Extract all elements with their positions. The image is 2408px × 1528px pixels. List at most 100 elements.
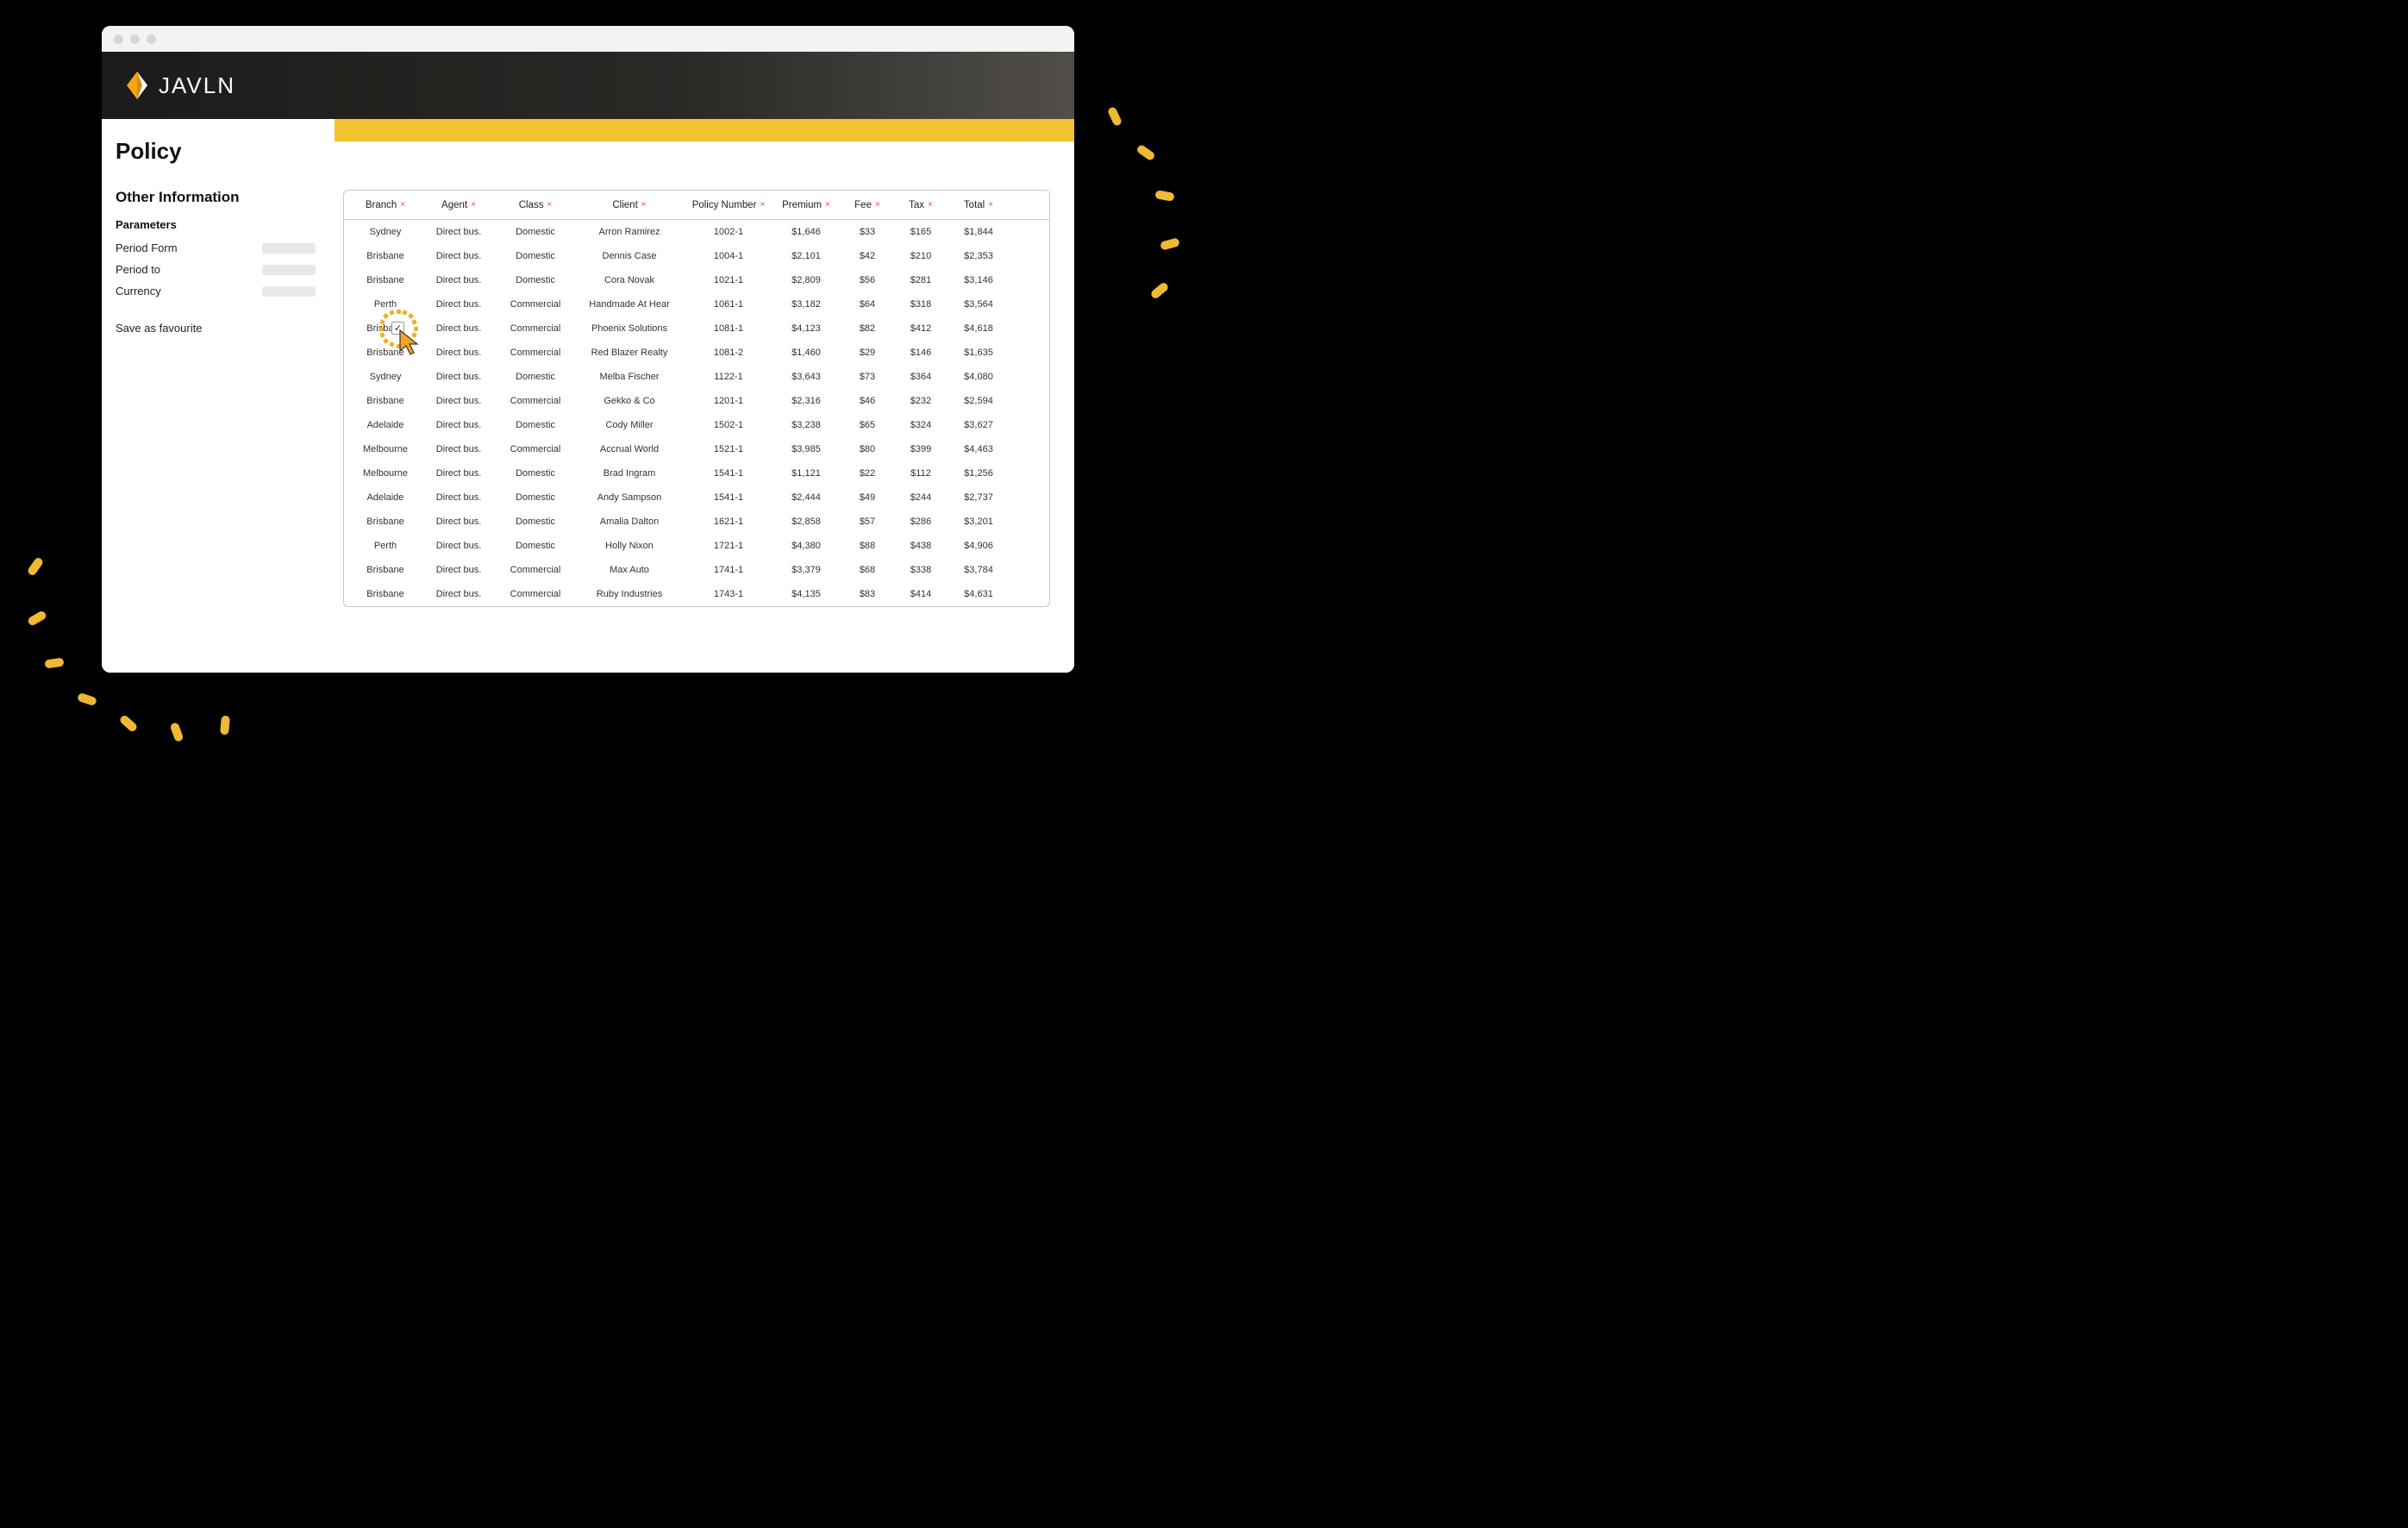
table-row[interactable]: AdelaideDirect bus.DomesticAndy Sampson1…: [344, 485, 1049, 510]
table-cell: Commercial: [497, 589, 573, 599]
table-cell: $281: [894, 275, 948, 285]
column-header[interactable]: Agent ×: [420, 200, 497, 210]
table-cell: Commercial: [497, 299, 573, 310]
table-cell: Brisbane: [351, 565, 420, 575]
column-header[interactable]: Branch×: [351, 200, 420, 210]
column-label: Client: [612, 200, 637, 210]
table-row[interactable]: BrisbaneDirect bus.DomesticDennis Case10…: [344, 244, 1049, 268]
table-cell: Domestic: [497, 492, 573, 503]
column-remove-icon[interactable]: ×: [988, 200, 993, 210]
column-label: Agent: [441, 200, 467, 210]
column-header[interactable]: Total×: [948, 200, 1010, 210]
app-header: JAVLN: [102, 52, 1074, 119]
column-label: Branch: [366, 200, 397, 210]
table-cell: 1621-1: [685, 517, 772, 527]
column-header[interactable]: Client ×: [573, 200, 685, 210]
table-cell: Perth: [351, 299, 420, 310]
table-cell: Perth: [351, 541, 420, 551]
table-row[interactable]: BrisbaneDirect bus.CommercialPhoenix Sol…: [344, 316, 1049, 341]
table-cell: $88: [841, 541, 894, 551]
table-row[interactable]: BrisbaneDirect bus.CommercialMax Auto174…: [344, 558, 1049, 582]
table-row[interactable]: BrisbaneDirect bus.CommercialGekko & Co1…: [344, 389, 1049, 413]
table-cell: Domestic: [497, 468, 573, 479]
traffic-light-close[interactable]: [114, 34, 123, 44]
table-cell: Domestic: [497, 275, 573, 285]
table-cell: Ruby Industries: [573, 589, 685, 599]
param-input[interactable]: [262, 286, 316, 297]
param-input[interactable]: [262, 265, 316, 275]
table-cell: Direct bus.: [420, 541, 497, 551]
table-cell: $2,809: [772, 275, 841, 285]
column-remove-icon[interactable]: ×: [471, 200, 476, 210]
table-cell: $3,182: [772, 299, 841, 310]
table-cell: 1021-1: [685, 275, 772, 285]
table-cell: $4,380: [772, 541, 841, 551]
table-row[interactable]: SydneyDirect bus.DomesticArron Ramirez10…: [344, 220, 1049, 244]
param-input[interactable]: [262, 243, 316, 254]
table-cell: Domestic: [497, 420, 573, 430]
table-cell: Direct bus.: [420, 589, 497, 599]
cursor-icon: [398, 329, 422, 356]
table-cell: Handmade At Hear: [573, 299, 685, 310]
sidebar: Policy Other Information Parameters Peri…: [102, 119, 335, 673]
traffic-light-min[interactable]: [130, 34, 140, 44]
table-cell: $3,564: [948, 299, 1010, 310]
table-cell: $83: [841, 589, 894, 599]
table-cell: 1741-1: [685, 565, 772, 575]
table-row[interactable]: SydneyDirect bus.DomesticMelba Fischer11…: [344, 365, 1049, 389]
column-remove-icon[interactable]: ×: [641, 200, 647, 210]
table-cell: Holly Nixon: [573, 541, 685, 551]
table-cell: $286: [894, 517, 948, 527]
app-window: JAVLN Policy Other Information Parameter…: [102, 26, 1074, 673]
table-cell: Direct bus.: [420, 227, 497, 237]
column-header[interactable]: Policy Number×: [685, 200, 772, 210]
table-cell: $338: [894, 565, 948, 575]
column-label: Premium: [782, 200, 822, 210]
table-row[interactable]: BrisbaneDirect bus.CommercialRed Blazer …: [344, 341, 1049, 365]
table-cell: $80: [841, 444, 894, 454]
table-cell: $438: [894, 541, 948, 551]
policy-table: Branch×Agent×Class×Client×Policy Number×…: [343, 190, 1050, 607]
table-cell: $210: [894, 251, 948, 261]
table-cell: $42: [841, 251, 894, 261]
table-cell: $1,460: [772, 348, 841, 358]
table-cell: Andy Sampson: [573, 492, 685, 503]
table-cell: $22: [841, 468, 894, 479]
table-cell: Adelaide: [351, 492, 420, 503]
table-cell: Domestic: [497, 541, 573, 551]
column-remove-icon[interactable]: ×: [547, 200, 552, 210]
traffic-light-max[interactable]: [147, 34, 156, 44]
column-remove-icon[interactable]: ×: [825, 200, 830, 210]
table-cell: $73: [841, 372, 894, 382]
table-row[interactable]: BrisbaneDirect bus.DomesticAmalia Dalton…: [344, 510, 1049, 534]
table-cell: 1541-1: [685, 468, 772, 479]
table-cell: Cody Miller: [573, 420, 685, 430]
table-cell: Direct bus.: [420, 348, 497, 358]
column-remove-icon[interactable]: ×: [760, 200, 765, 210]
table-cell: Brisbane: [351, 589, 420, 599]
column-header[interactable]: Tax×: [894, 200, 948, 210]
table-cell: Commercial: [497, 565, 573, 575]
table-cell: $244: [894, 492, 948, 503]
table-row[interactable]: PerthDirect bus.DomesticHolly Nixon1721-…: [344, 534, 1049, 558]
table-row[interactable]: BrisbaneDirect bus.DomesticCora Novak102…: [344, 268, 1049, 292]
table-row[interactable]: AdelaideDirect bus.DomesticCody Miller15…: [344, 413, 1049, 437]
column-header[interactable]: Fee×: [841, 200, 894, 210]
table-cell: $4,135: [772, 589, 841, 599]
column-header[interactable]: Premium×: [772, 200, 841, 210]
table-row[interactable]: PerthDirect bus.CommercialHandmade At He…: [344, 292, 1049, 316]
table-cell: Amalia Dalton: [573, 517, 685, 527]
table-row[interactable]: BrisbaneDirect bus.CommercialRuby Indust…: [344, 582, 1049, 606]
column-remove-icon[interactable]: ×: [875, 200, 880, 210]
table-row[interactable]: MelbourneDirect bus.CommercialAccrual Wo…: [344, 437, 1049, 461]
table-cell: Direct bus.: [420, 420, 497, 430]
column-remove-icon[interactable]: ×: [400, 200, 405, 210]
table-cell: $68: [841, 565, 894, 575]
table-cell: 1521-1: [685, 444, 772, 454]
table-row[interactable]: MelbourneDirect bus.DomesticBrad Ingram1…: [344, 461, 1049, 485]
column-header[interactable]: Class×: [497, 200, 573, 210]
column-remove-icon[interactable]: ×: [928, 200, 933, 210]
table-cell: $33: [841, 227, 894, 237]
param-label: Period Form: [116, 241, 178, 254]
section-heading: Other Information: [116, 189, 316, 206]
